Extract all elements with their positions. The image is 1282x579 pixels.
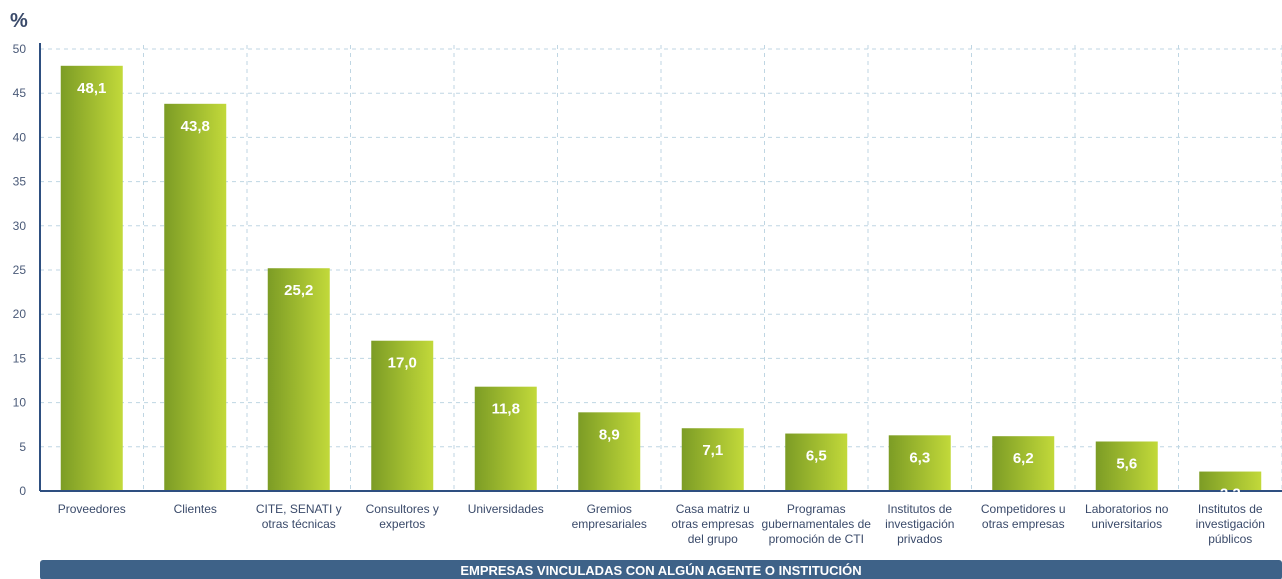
bar (267, 268, 330, 491)
y-tick-label: 40 (13, 130, 27, 144)
bar (1199, 471, 1262, 491)
category-label: Universidades (468, 502, 544, 516)
bars (60, 65, 1262, 492)
category-label: Laboratorios no universitarios (1085, 502, 1169, 531)
bar-value-label: 6,3 (909, 449, 930, 466)
bar (371, 340, 434, 491)
bar (164, 103, 227, 492)
axes (39, 43, 1282, 492)
bar-value-label: 48,1 (77, 80, 106, 97)
category-label: Clientes (174, 502, 217, 516)
bar (578, 412, 641, 491)
category-label: Competidores u otras empresas (981, 502, 1066, 531)
bar (1095, 441, 1158, 491)
bar-value-label: 8,9 (599, 426, 620, 443)
category-label: Programas gubernamentales de promoción de … (762, 502, 872, 546)
x-axis-title: EMPRESAS VINCULADAS CON ALGÚN AGENTE O I… (460, 563, 861, 578)
category-label: Proveedores (58, 502, 126, 516)
bar-value-label: 2,2 (1220, 486, 1241, 503)
y-tick-label: 20 (13, 307, 27, 321)
bar (681, 428, 744, 491)
bar-value-label: 5,6 (1116, 455, 1137, 472)
y-tick-label: 35 (13, 175, 27, 189)
bar-value-label: 6,5 (806, 448, 827, 465)
bar-value-label: 11,8 (492, 401, 520, 418)
category-label: Gremios empresariales (572, 502, 647, 531)
y-tick-label: 30 (13, 219, 27, 233)
y-tick-label: 0 (19, 484, 26, 498)
bar-value-label: 7,1 (702, 442, 723, 459)
y-tick-label: 15 (13, 351, 27, 365)
y-tick-label: 5 (19, 440, 26, 454)
y-tick-label: 50 (13, 42, 27, 56)
bar (785, 433, 848, 491)
y-tick-label: 10 (13, 396, 27, 410)
y-tick-label: 25 (13, 263, 27, 277)
bar (992, 436, 1055, 491)
category-label: Casa matriz u otras empresas del grupo (671, 502, 754, 546)
y-axis-unit-label: % (10, 10, 28, 32)
bar-value-label: 6,2 (1013, 450, 1034, 467)
category-label: Institutos de investigación privados (885, 502, 954, 546)
grid-lines (40, 45, 1282, 491)
y-tick-label: 45 (13, 86, 27, 100)
bar-value-label: 25,2 (284, 282, 313, 299)
category-label: CITE, SENATI y otras técnicas (256, 502, 342, 531)
category-label: Consultores y expertos (366, 502, 439, 531)
labels: 0 5 10 15 20 25 30 35 40 45 50 48,1 Proveedores 43,8 C… (13, 42, 1265, 546)
bar (474, 386, 537, 491)
bar-value-label: 43,8 (181, 118, 210, 135)
bar-value-label: 17,0 (388, 355, 417, 372)
category-label: Institutos de investigación públicos (1196, 502, 1265, 546)
bar (60, 65, 123, 492)
x-axis-title-banner (40, 560, 1282, 579)
bar (888, 435, 951, 491)
